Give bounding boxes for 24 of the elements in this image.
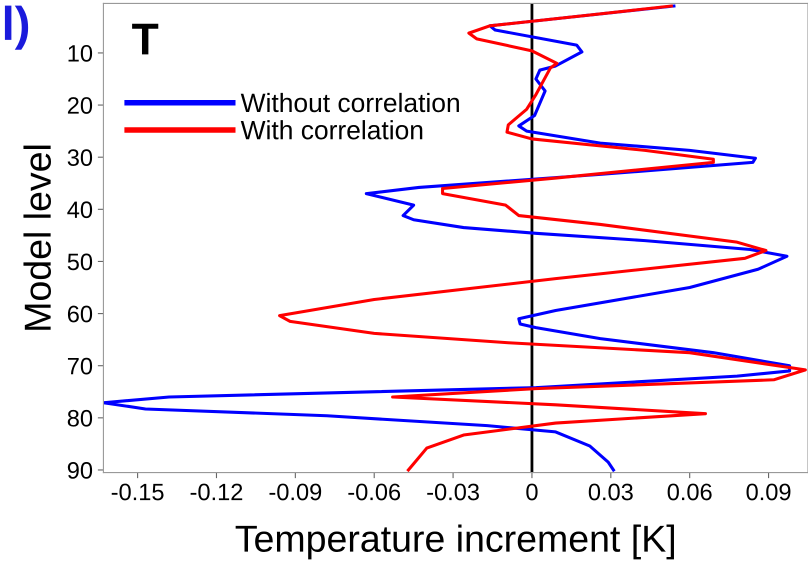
legend-label: Without correlation [240,92,459,112]
annotation: T [132,24,158,54]
x-tick-label: -0.12 [190,484,242,500]
y-tick-label: 50 [68,254,92,270]
x-tick-label: 0.06 [668,484,712,500]
x-tick-label: -0.09 [269,484,322,500]
x-axis-title: Temperature increment [K] [236,524,674,560]
y-tick-label: 80 [68,410,92,427]
text: l) [4,6,28,50]
y-tick-label: 30 [68,149,92,166]
y-tick-label: 70 [68,358,92,374]
x-tick-label: -0.06 [348,484,400,500]
y-tick-label: 90 [68,462,92,479]
x-tick-label: 0.03 [588,484,633,500]
y-tick-label: 20 [68,97,92,114]
y-tick-label: 60 [68,306,92,322]
y-tick-label: 40 [67,201,92,218]
y-axis-title: Model level [23,146,51,330]
x-tick-label: 0 [526,484,538,500]
y-tick-label: 10 [68,45,92,62]
x-tick-label: 0.09 [746,484,790,500]
x-tick-label: -0.03 [427,484,479,500]
x-tick-label: -0.15 [112,484,164,500]
legend-label: With correlation [240,120,422,140]
